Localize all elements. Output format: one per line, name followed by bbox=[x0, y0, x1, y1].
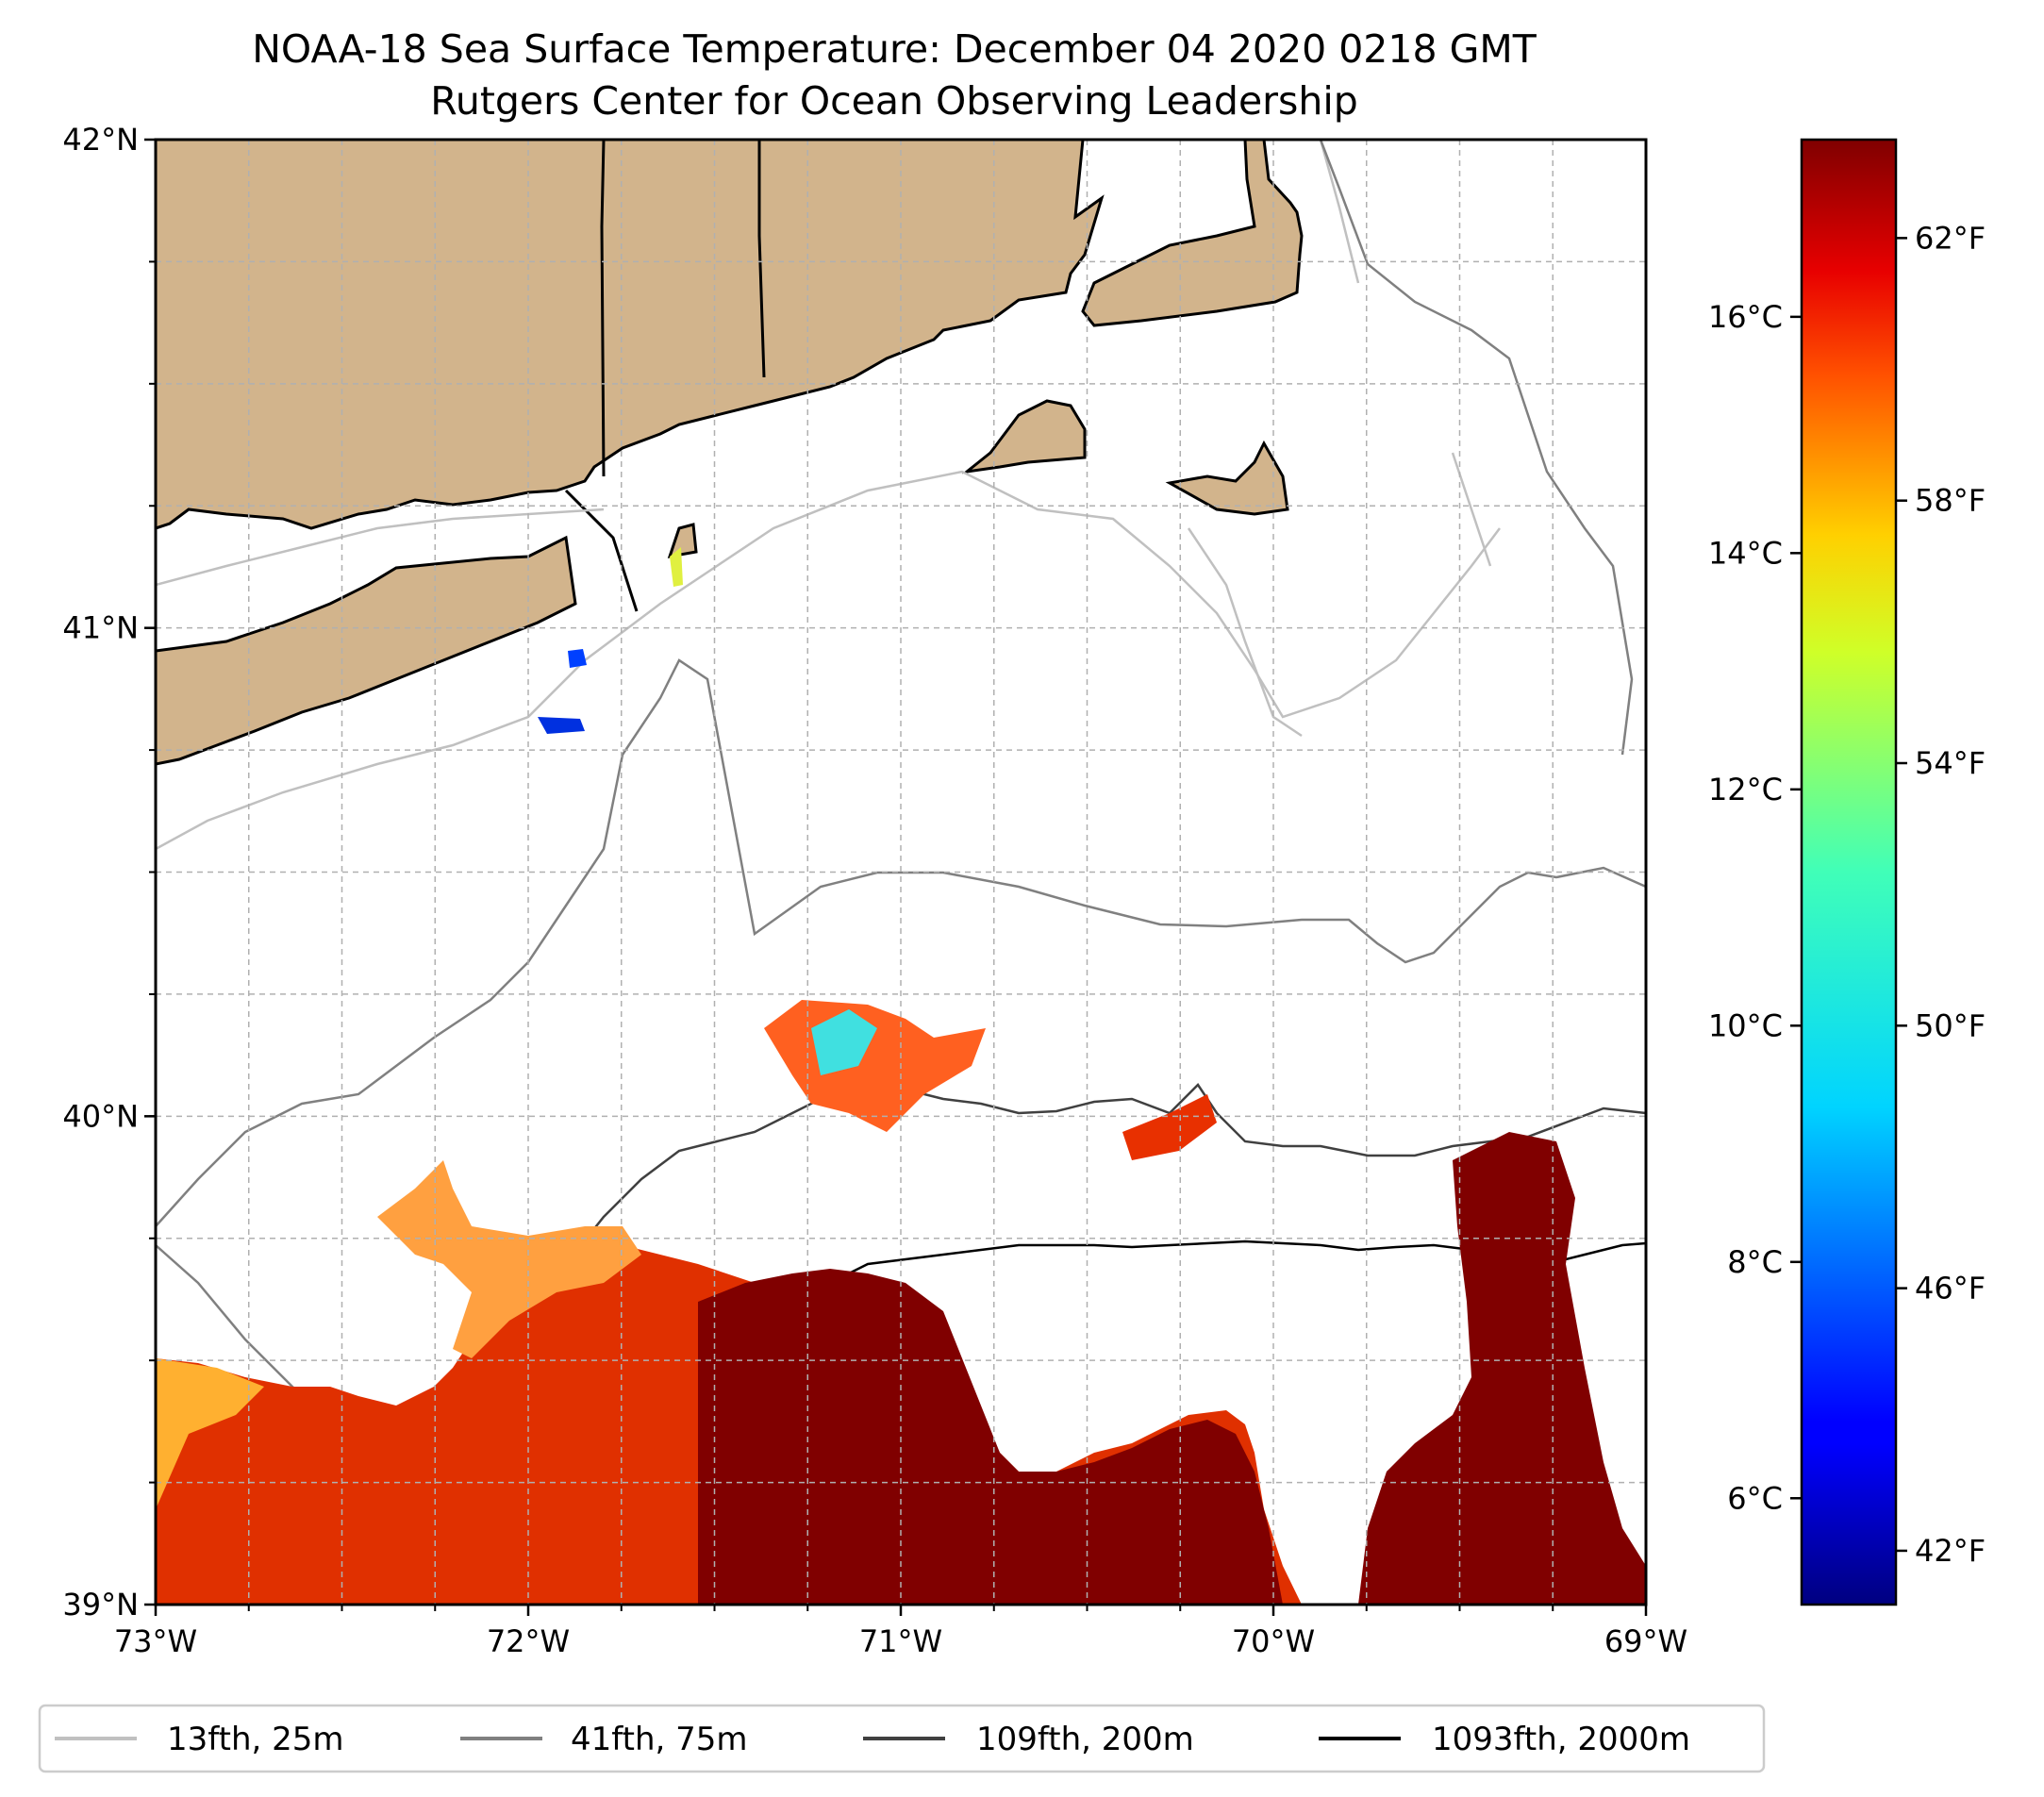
tick-label-lon: 69°W bbox=[1604, 1623, 1687, 1659]
legend: 13fth, 25m 41fth, 75m 109fth, 200m 1093f… bbox=[38, 1704, 1766, 1773]
sst-patch-deep-warm bbox=[698, 1269, 1283, 1605]
tick-label-lon: 70°W bbox=[1232, 1623, 1315, 1659]
colorbar-tick-label-c: 10°C bbox=[1708, 1007, 1783, 1043]
gridlines bbox=[156, 140, 1646, 1605]
legend-label-200m: 109fth, 200m bbox=[976, 1721, 1194, 1758]
colorbar-tick-label-f: 50°F bbox=[1915, 1007, 1986, 1043]
sst-patch-yellow-sliver bbox=[670, 547, 683, 587]
legend-item-2000m: 1093fth, 2000m bbox=[1319, 1721, 1690, 1758]
colorbar-tick-label-f: 62°F bbox=[1915, 220, 1986, 256]
legend-label-2000m: 1093fth, 2000m bbox=[1432, 1721, 1690, 1758]
colorbar-ticks: 6°C 8°C 10°C 12°C 14°C 16°C 42°F 46°F 50°F 54°F 58… bbox=[1708, 220, 1986, 1569]
boundary-ri-ma bbox=[757, 140, 766, 378]
land-block-island bbox=[667, 523, 698, 558]
land-cape-cod bbox=[1081, 140, 1304, 327]
tick-label-lon: 73°W bbox=[114, 1623, 197, 1659]
tick-label-lon: 71°W bbox=[859, 1623, 942, 1659]
colorbar-tick-label-c: 6°C bbox=[1727, 1480, 1783, 1516]
sst-patch-cold-blue-1 bbox=[568, 649, 587, 668]
sst-patch-gulf-stream-east bbox=[1358, 1132, 1646, 1605]
legend-label-75m: 41fth, 75m bbox=[571, 1721, 748, 1758]
tick-label-lat: 41°N bbox=[62, 610, 139, 646]
boundary-ct-ri bbox=[600, 140, 606, 477]
colorbar-gradient bbox=[1800, 138, 1898, 1606]
land-long-island bbox=[156, 535, 577, 766]
sst-data-layer bbox=[156, 547, 1646, 1605]
tick-label-lon: 72°W bbox=[487, 1623, 570, 1659]
colorbar-tick-label-f: 54°F bbox=[1915, 745, 1986, 781]
sst-patch-cold-blue-2 bbox=[538, 717, 585, 734]
sst-patch-coastal-mixed bbox=[156, 1358, 264, 1509]
tick-label-lat: 40°N bbox=[62, 1098, 139, 1134]
tick-label-lat: 39°N bbox=[62, 1587, 139, 1622]
sst-patch-cold-spot-1 bbox=[811, 1009, 877, 1075]
land-nantucket bbox=[1165, 440, 1289, 516]
colorbar-tick-label-c: 8°C bbox=[1727, 1244, 1783, 1280]
colorbar-tick-label-c: 16°C bbox=[1708, 299, 1783, 335]
sst-patch-eastern-warm bbox=[1122, 1094, 1217, 1160]
land-marthas-vineyard bbox=[961, 399, 1087, 474]
map-area bbox=[156, 140, 1646, 1605]
colorbar: 6°C 8°C 10°C 12°C 14°C 16°C 42°F 46°F 50°F 54°F 58… bbox=[1708, 138, 1986, 1606]
legend-item-200m: 109fth, 200m bbox=[863, 1721, 1194, 1758]
sst-patch-cool-shelf bbox=[377, 1160, 641, 1358]
land-layer bbox=[156, 140, 1304, 766]
chart-title-line2: Rutgers Center for Ocean Observing Leade… bbox=[430, 78, 1358, 124]
chart-title-line1: NOAA-18 Sea Surface Temperature: Decembe… bbox=[252, 26, 1537, 72]
legend-label-25m: 13fth, 25m bbox=[167, 1721, 344, 1758]
colorbar-tick-label-c: 12°C bbox=[1708, 772, 1783, 807]
colorbar-tick-label-f: 42°F bbox=[1915, 1533, 1986, 1569]
legend-item-25m: 13fth, 25m bbox=[55, 1721, 344, 1758]
land-new-england bbox=[156, 140, 1105, 530]
colorbar-tick-label-f: 58°F bbox=[1915, 483, 1986, 519]
colorbar-tick-label-c: 14°C bbox=[1708, 535, 1783, 571]
map-axes: 73°W 72°W 71°W 70°W 69°W 39°N 40°N 41°N 42°N bbox=[62, 122, 1687, 1659]
colorbar-tick-label-f: 46°F bbox=[1915, 1271, 1986, 1306]
legend-item-75m: 41fth, 75m bbox=[460, 1721, 748, 1758]
tick-label-lat: 42°N bbox=[62, 122, 139, 158]
